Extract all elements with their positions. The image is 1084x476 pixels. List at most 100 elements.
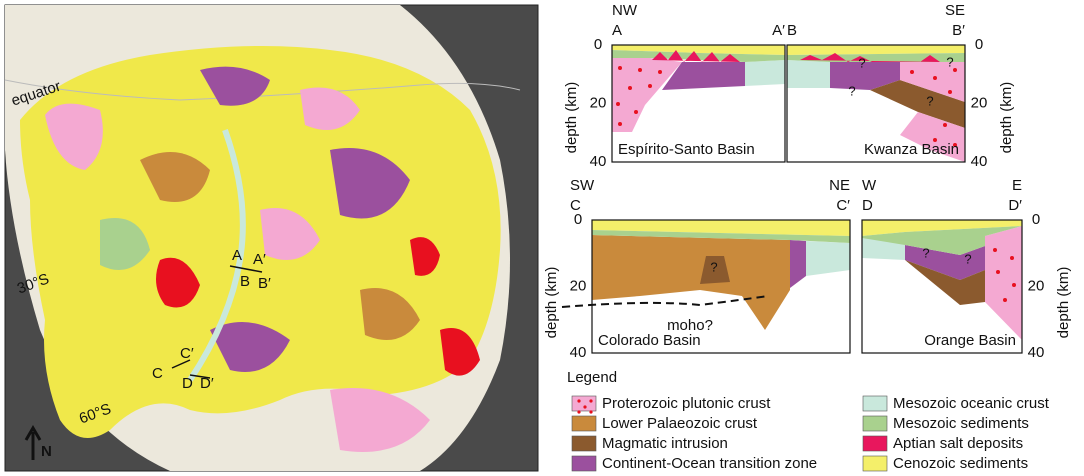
section-end-label: B′: [952, 22, 965, 39]
section-frame: [786, 44, 966, 163]
magmatic-intrusion: [870, 80, 965, 128]
legend-swatch: [571, 395, 597, 412]
map: equator 30°S 60°S N A A′ B B′ C′ C D D′: [4, 4, 539, 472]
y-tick-label: 20: [1028, 277, 1045, 294]
section-end-label: D: [862, 197, 873, 214]
dot: [616, 102, 620, 106]
profile-label: D′: [200, 375, 214, 392]
question-mark: ?: [946, 54, 953, 69]
section-end-label: C′: [836, 197, 850, 214]
y-tick-label: 40: [971, 153, 988, 170]
crust-patch: [410, 237, 440, 276]
profile-line: [229, 265, 263, 273]
dot: [948, 90, 952, 94]
proterozoic-crust: [900, 112, 965, 162]
dot: [943, 123, 947, 127]
section-title: Espírito-Santo Basin: [618, 141, 755, 158]
profile-label: A: [232, 247, 242, 264]
profile-label: B′: [258, 275, 271, 292]
y-tick-label: 20: [971, 94, 988, 111]
crust-patch: [330, 388, 430, 452]
legend-label: Magmatic intrusion: [602, 435, 728, 452]
legend-swatch: [571, 415, 597, 432]
dot: [618, 66, 622, 70]
y-tick-label: 0: [574, 211, 582, 228]
y-tick-label: 0: [975, 36, 983, 53]
legend-label: Cenozoic sediments: [893, 455, 1028, 472]
section-title: Orange Basin: [924, 332, 1016, 349]
question-mark: ?: [710, 259, 717, 274]
legend-swatch: [571, 435, 597, 452]
section-end-label: A: [612, 22, 622, 39]
section-3-geology: [561, 220, 850, 330]
axis-label: depth (km): [543, 267, 560, 339]
crust-patch: [210, 322, 290, 372]
dot: [933, 76, 937, 80]
legend-dot: [583, 405, 587, 409]
mesozoic-sediments: [862, 226, 1022, 255]
north-arrow: [24, 425, 42, 460]
proterozoic-crust: [985, 226, 1022, 340]
crust-patch: [440, 328, 480, 376]
direction-label: SW: [570, 177, 595, 194]
section-title: Kwanza Basin: [864, 141, 959, 158]
profile-label: A′: [253, 251, 266, 268]
proterozoic-crust: [612, 58, 682, 132]
legend-label: Mesozoic sediments: [893, 415, 1029, 432]
section-title: Colorado Basin: [598, 332, 701, 349]
oceanic-crust: [787, 60, 830, 88]
crust-patch: [260, 208, 320, 260]
legend-swatch: [862, 455, 888, 472]
section-frame: [861, 219, 1023, 354]
salt-deposits: [800, 53, 940, 62]
direction-label: NE: [829, 177, 850, 194]
section-end-label: B: [787, 22, 797, 39]
dot: [648, 84, 652, 88]
cenozoic-sediments: [612, 45, 785, 55]
direction-label: NW: [612, 2, 638, 19]
dot: [628, 86, 632, 90]
mesozoic-sediments: [612, 50, 785, 62]
question-mark: ?: [922, 245, 929, 260]
cot-zone: [905, 245, 985, 280]
oceanic-crust: [862, 238, 905, 260]
dot: [910, 70, 914, 74]
dots: [910, 68, 957, 147]
sections: 0 20 40 depth (km) Espírito-Santo Basin NW A A′…: [543, 2, 1072, 361]
legend-label: Aptian salt deposits: [893, 435, 1023, 452]
magmatic-intrusion: [905, 260, 985, 305]
dot: [1003, 298, 1007, 302]
dot: [1010, 256, 1014, 260]
section-1-geology: [612, 45, 785, 132]
section-2-geology: [787, 45, 965, 162]
section-end-label: A′: [772, 22, 785, 39]
section-end-label: C: [570, 197, 581, 214]
direction-label: E: [1012, 177, 1022, 194]
section-4-geology: [862, 220, 1022, 340]
salt-deposits: [652, 50, 740, 62]
oceanic-crust: [806, 241, 850, 276]
profile-line: [171, 359, 191, 369]
dot: [618, 122, 622, 126]
y-tick-label: 40: [570, 344, 587, 361]
y-tick-label: 0: [594, 36, 602, 53]
y-tick-label: 0: [1032, 211, 1040, 228]
oceanic-crust: [745, 60, 785, 86]
dot: [658, 70, 662, 74]
profile-label: C′: [180, 345, 194, 362]
profile-label: C: [152, 365, 163, 382]
legend-swatch: [862, 435, 888, 452]
dots: [616, 66, 662, 126]
legend-dot: [589, 399, 593, 403]
legend-label: Continent-Ocean transition zone: [602, 455, 817, 472]
crust-patch: [156, 257, 200, 308]
axis-label: depth (km): [563, 82, 580, 154]
question-mark: ?: [848, 83, 855, 98]
annotation: moho?: [667, 317, 713, 334]
section-frame: [591, 219, 851, 354]
mesozoic-sediments: [592, 230, 850, 243]
cot-zone: [830, 62, 900, 90]
dot: [634, 110, 638, 114]
y-tick-label: 20: [570, 277, 587, 294]
